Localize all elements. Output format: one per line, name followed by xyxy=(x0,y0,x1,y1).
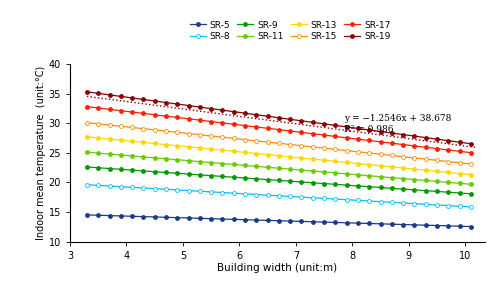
X-axis label: Building width (unit:m): Building width (unit:m) xyxy=(218,263,338,273)
Text: y = −1.2546x + 38.678
R² = 0.986: y = −1.2546x + 38.678 R² = 0.986 xyxy=(344,114,451,134)
Y-axis label: Indoor mean temperature  (unit:°C): Indoor mean temperature (unit:°C) xyxy=(36,66,46,240)
Legend: SR-5, SR-8, SR-9, SR-11, SR-13, SR-15, SR-17, SR-19: SR-5, SR-8, SR-9, SR-11, SR-13, SR-15, S… xyxy=(188,19,392,43)
